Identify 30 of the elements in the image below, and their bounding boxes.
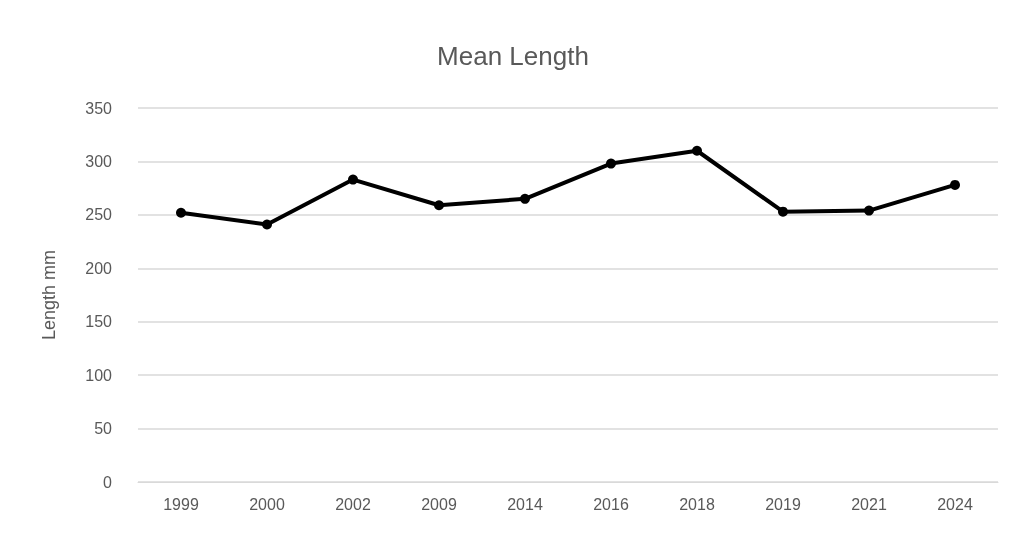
point (692, 145, 702, 156)
x-tick-label: 2018 (679, 495, 715, 513)
y-tick-label: 50 (94, 420, 113, 438)
point (434, 200, 444, 211)
y-tick-label: 0 (103, 473, 113, 491)
x-tick-label: 2024 (937, 495, 973, 513)
x-tick-label: 2009 (421, 495, 457, 513)
x-tick-label: 2002 (335, 495, 371, 513)
point (176, 207, 186, 218)
point (520, 193, 530, 204)
point (348, 174, 358, 185)
y-tick-label: 150 (85, 313, 113, 331)
point (262, 219, 272, 230)
y-tick-label: 100 (85, 366, 113, 384)
x-tick-label: 2019 (765, 495, 801, 513)
y-tick-label: 300 (85, 152, 113, 170)
point (864, 205, 874, 216)
y-tick-label: 250 (85, 206, 113, 224)
x-tick-label: 2000 (249, 495, 285, 513)
point (606, 158, 616, 169)
point (778, 206, 788, 217)
x-tick-label: 2016 (593, 495, 629, 513)
x-tick-label: 1999 (163, 495, 199, 513)
y-tick-label: 350 (85, 99, 113, 117)
point (950, 179, 960, 190)
x-tick-label: 2014 (507, 495, 543, 513)
chart-title: Mean Length (437, 41, 589, 71)
y-tick-label: 200 (85, 259, 113, 277)
y-axis-title: Length mm (39, 249, 59, 341)
x-tick-label: 2021 (851, 495, 887, 513)
